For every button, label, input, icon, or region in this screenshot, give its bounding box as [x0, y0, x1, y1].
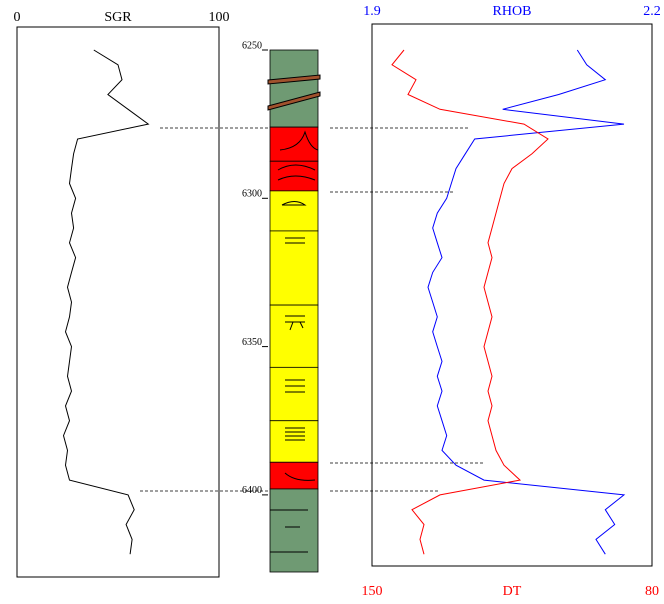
lithology-bed — [270, 191, 318, 231]
lithology-bed — [270, 489, 318, 572]
well-log-figure: 6250 6300 6350 6400 0 100 SGR 1.9 2.2 RHOB 150 80 DT — [0, 0, 664, 604]
axis-title: DT — [503, 584, 522, 599]
lithology-bed — [270, 305, 318, 367]
log-curve — [64, 50, 149, 554]
lithology-bed — [270, 421, 318, 463]
depth-tick-label: 6300 — [242, 189, 262, 200]
sgr-frame — [17, 27, 219, 577]
x-tick-label: 0 — [14, 10, 21, 25]
rhob-dt-frame — [372, 24, 652, 566]
lithology-bed — [270, 367, 318, 420]
depth-tick-label: 6250 — [242, 40, 262, 51]
depth-tick-label: 6400 — [242, 485, 262, 496]
depth-tick-label: 6350 — [242, 337, 262, 348]
x-tick-label: 1.9 — [363, 4, 381, 19]
x-tick-label: 2.2 — [643, 4, 661, 19]
axis-title: SGR — [104, 10, 132, 25]
x-tick-label: 150 — [362, 584, 383, 599]
lithology-bed — [270, 231, 318, 305]
lithology-column — [270, 50, 318, 572]
lithology-bed — [270, 50, 318, 127]
x-tick-label: 100 — [209, 10, 230, 25]
log-curve — [392, 50, 548, 554]
lithology-bed — [270, 462, 318, 489]
axis-title: RHOB — [493, 4, 532, 19]
x-tick-label: 80 — [645, 584, 659, 599]
